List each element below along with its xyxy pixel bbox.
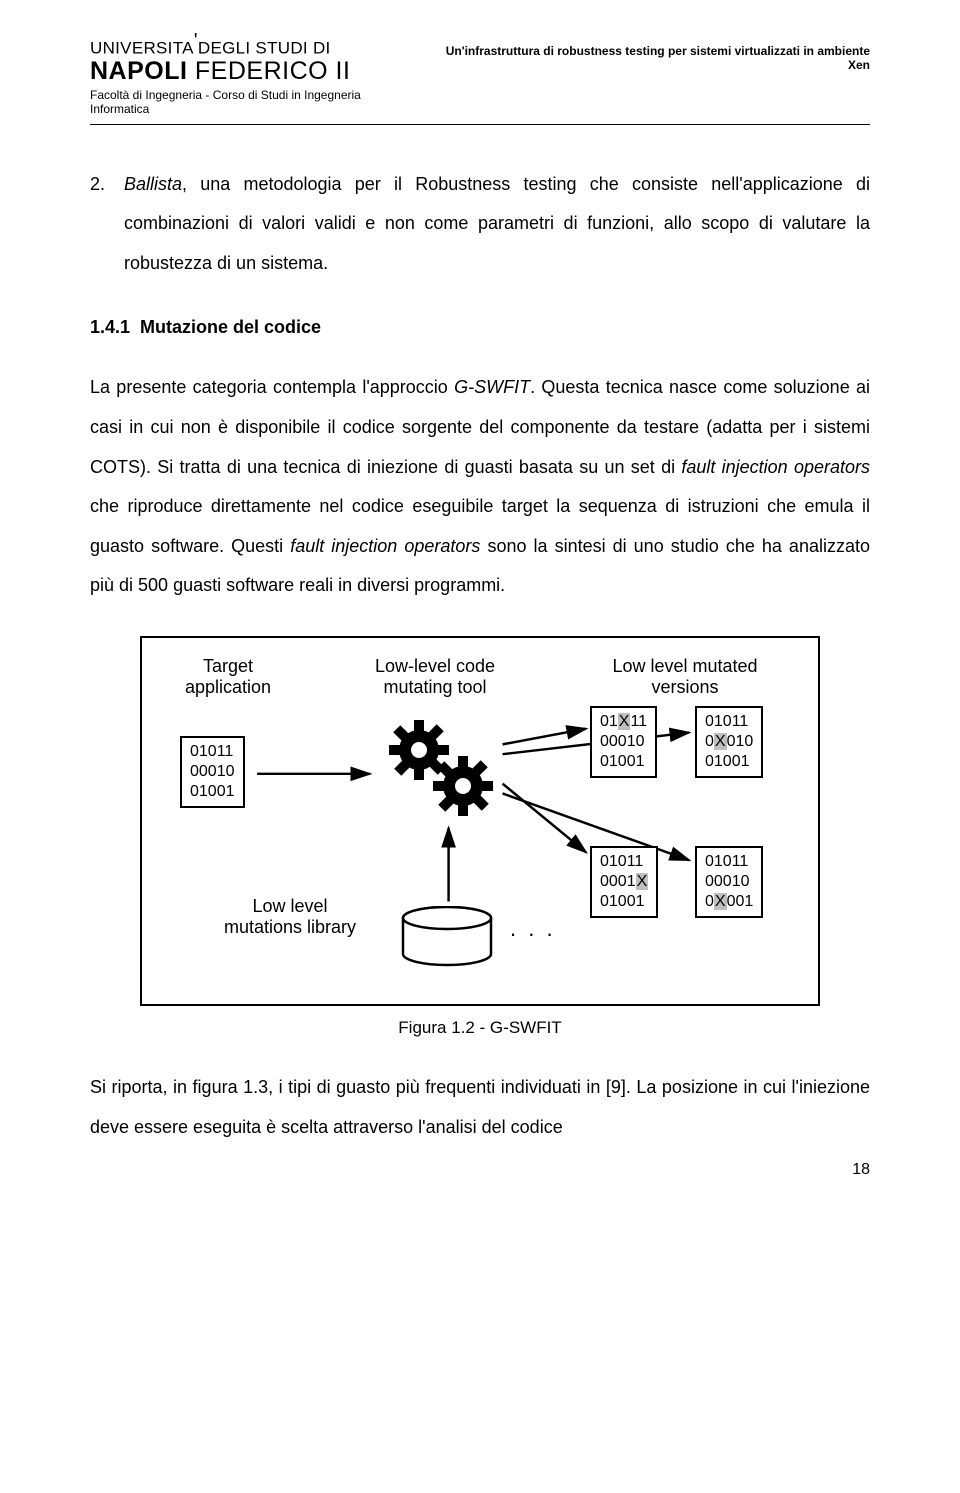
- code-mut4: 01011 00010 0X001: [695, 846, 763, 918]
- label-tool: Low-level code mutating tool: [350, 656, 520, 697]
- university-line2: NAPOLI FEDERICO II: [90, 57, 422, 86]
- code-mut1: 01X11 00010 01001: [590, 706, 657, 778]
- page-number: 18: [852, 1161, 870, 1179]
- code-original: 01011 00010 01001: [180, 736, 245, 808]
- header-left: UNIVERSITA'DEGLI STUDI DI NAPOLI FEDERIC…: [90, 30, 422, 116]
- label-versions: Low level mutated versions: [590, 656, 780, 697]
- page-container: UNIVERSITA'DEGLI STUDI DI NAPOLI FEDERIC…: [0, 0, 960, 1191]
- uni-name: FEDERICO II: [195, 57, 351, 85]
- list-item-2: 2. Ballista, una metodologia per il Robu…: [90, 165, 870, 288]
- code-mut2: 01011 0X010 01001: [695, 706, 763, 778]
- list-number: 2.: [90, 165, 124, 288]
- label-target: Target application: [168, 656, 288, 697]
- ballista-desc: , una metodologia per il Robustness test…: [124, 174, 870, 273]
- gswfit-name: G-SWFIT: [454, 377, 530, 397]
- university-faculty: Facoltà di Ingegneria - Corso di Studi i…: [90, 88, 422, 116]
- section-heading: 1.4.1Mutazione del codice: [90, 317, 870, 338]
- fi-operators-1: fault injection operators: [681, 457, 870, 477]
- dots: . . .: [510, 916, 556, 941]
- list-para: Ballista, una metodologia per il Robustn…: [124, 165, 870, 284]
- university-line1: UNIVERSITA'DEGLI STUDI DI: [90, 30, 422, 59]
- ballista-name: Ballista: [124, 174, 182, 194]
- code-mut3: 01011 0001X 01001: [590, 846, 658, 918]
- section-title: Mutazione del codice: [140, 317, 321, 337]
- section-number: 1.4.1: [90, 317, 140, 338]
- label-library: Low level mutations library: [205, 896, 375, 937]
- figure-box: Target application Low-level code mutati…: [140, 636, 820, 1006]
- cylinder-icon: [400, 906, 495, 973]
- figure-caption: Figura 1.2 - G-SWFIT: [90, 1018, 870, 1038]
- gear-icon: [385, 716, 500, 831]
- page-header: UNIVERSITA'DEGLI STUDI DI NAPOLI FEDERIC…: [90, 30, 870, 125]
- fi-operators-2: fault injection operators: [290, 536, 480, 556]
- body-text: 2. Ballista, una metodologia per il Robu…: [90, 165, 870, 1148]
- diagram: Target application Low-level code mutati…: [160, 656, 800, 980]
- document-title: Un'infrastruttura di robustness testing …: [422, 30, 870, 72]
- main-paragraph: La presente categoria contempla l'approc…: [90, 368, 870, 606]
- closing-paragraph: Si riporta, in figura 1.3, i tipi di gua…: [90, 1068, 870, 1147]
- uni-city: NAPOLI: [90, 57, 187, 85]
